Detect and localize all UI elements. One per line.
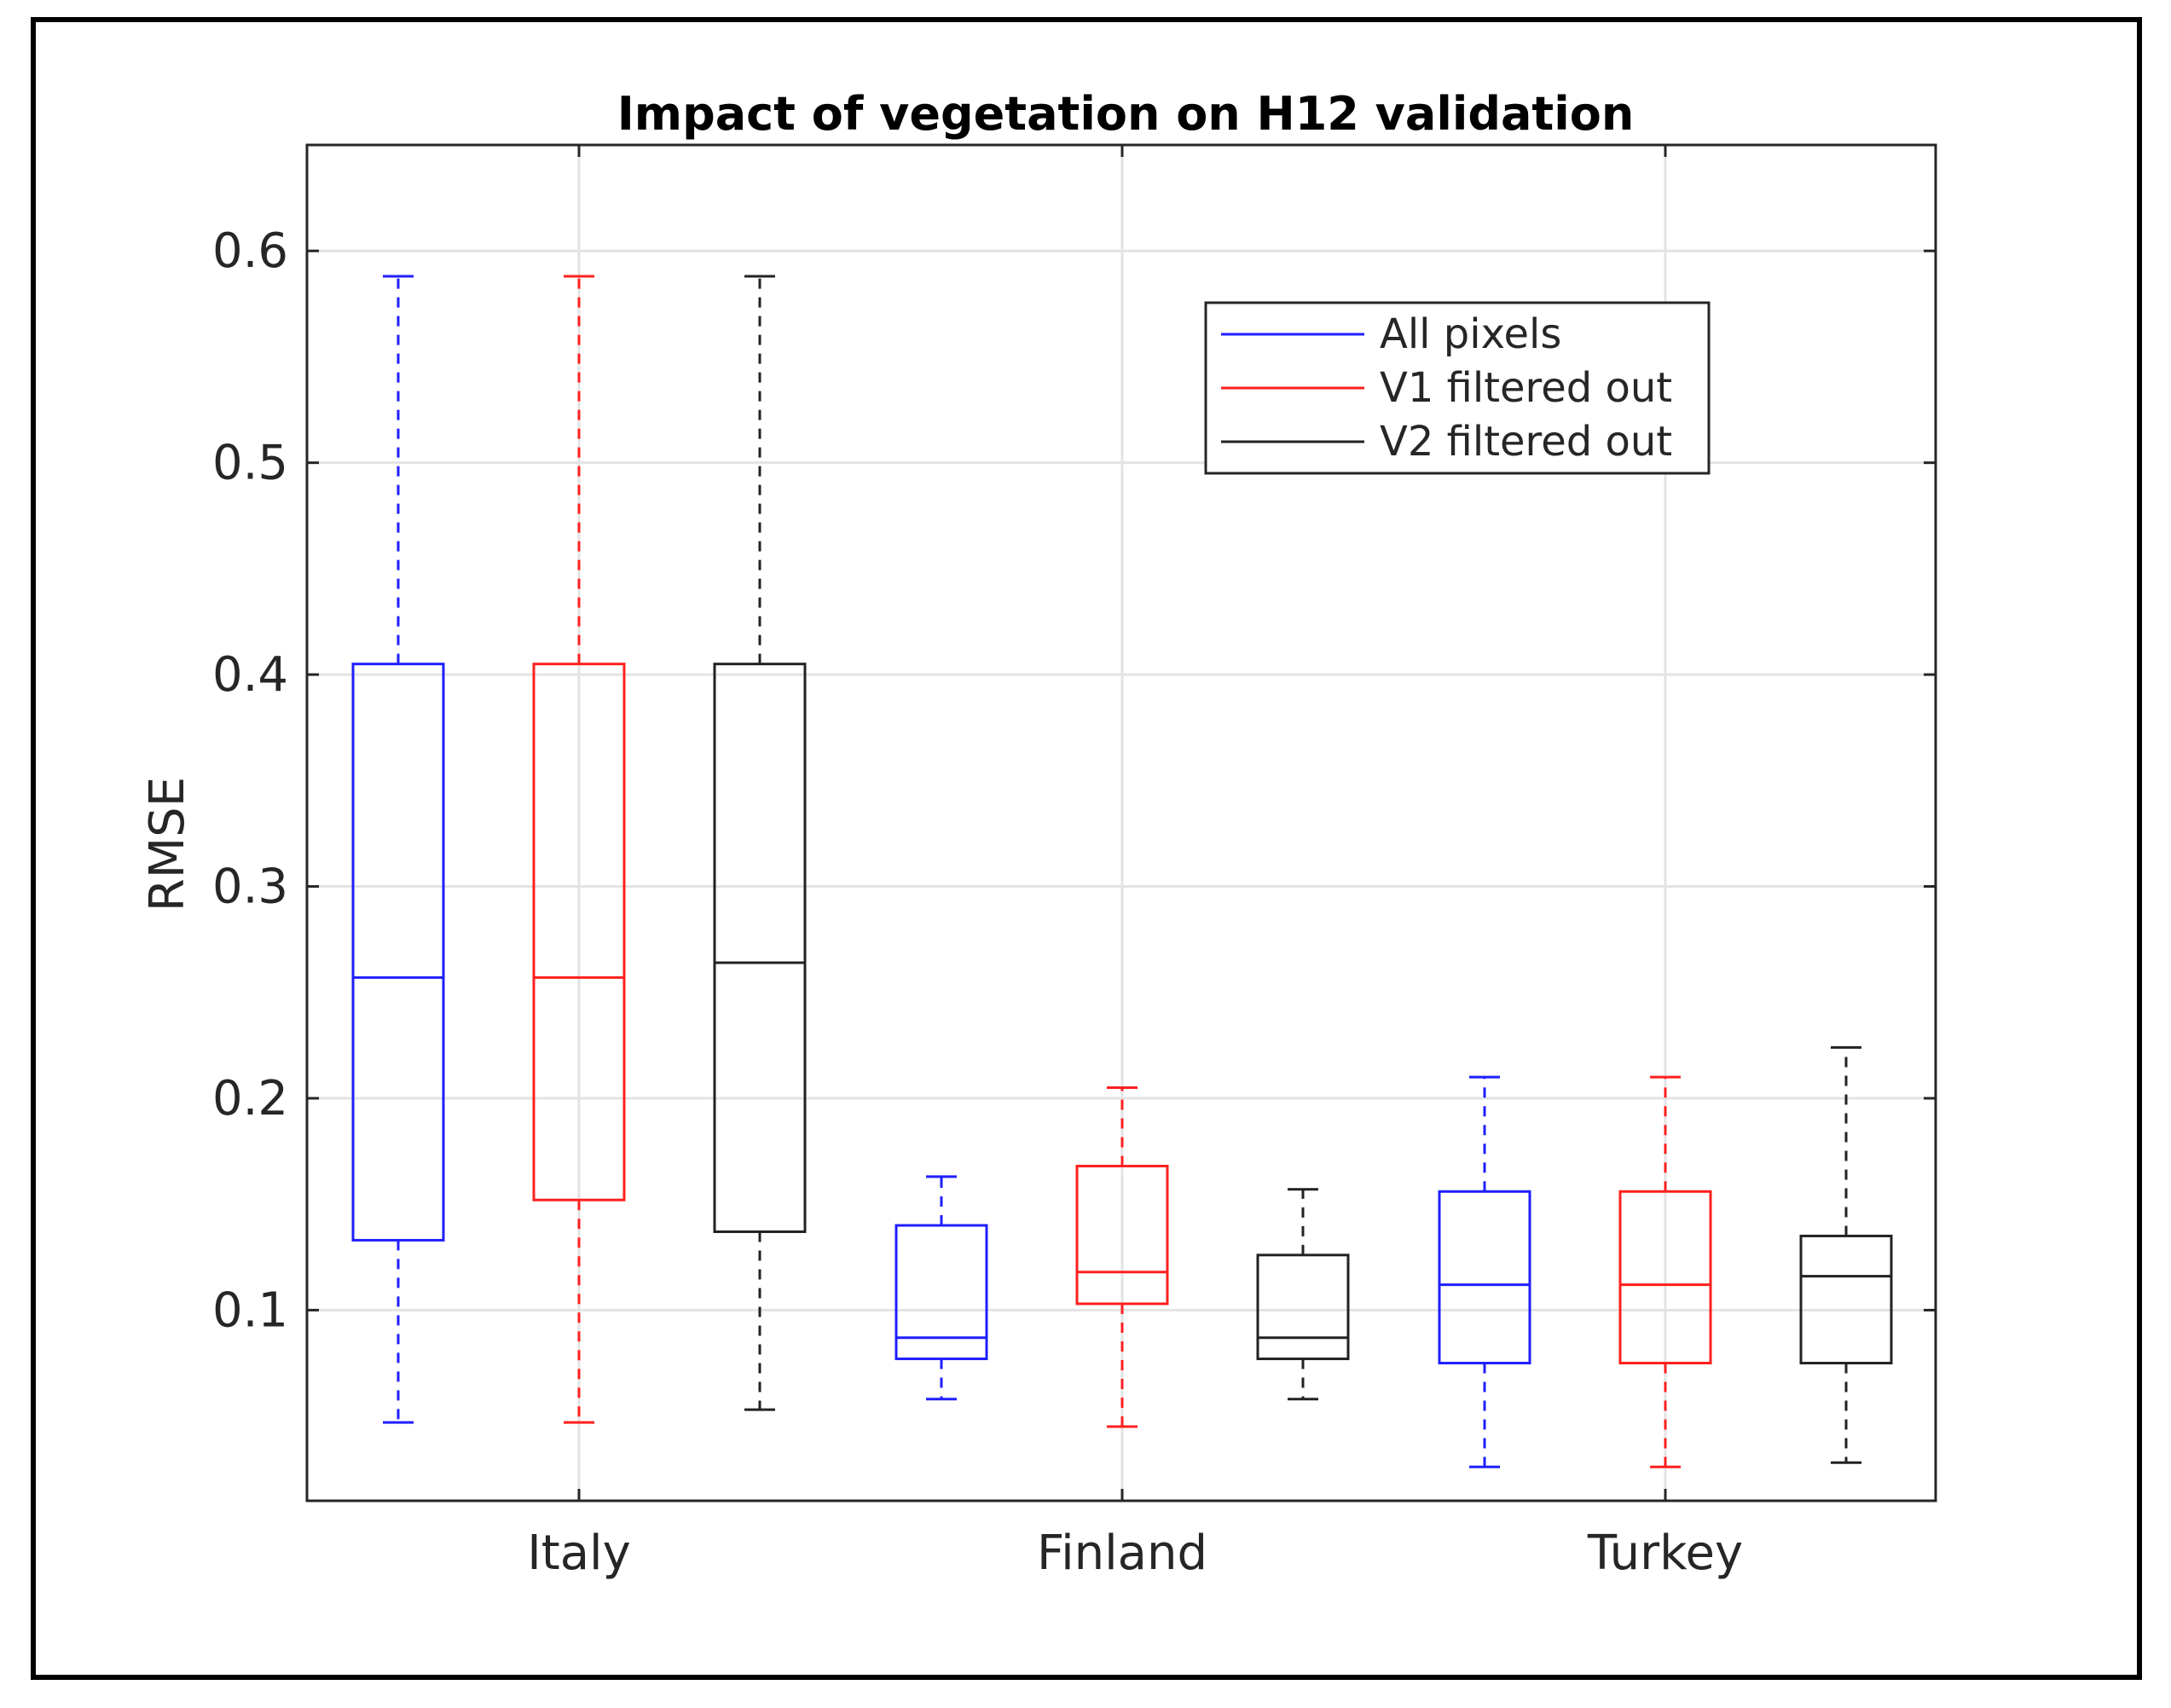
legend: All pixels V1 filtered out V2 filtered o… <box>1204 301 1711 475</box>
x-tick-label: Finland <box>1037 1526 1207 1581</box>
box-italy-series-0 <box>351 275 445 1424</box>
box-turkey-series-1 <box>1618 1075 1712 1468</box>
chart-title: Impact of vegetation on H12 validation <box>617 87 1635 141</box>
figure-frame <box>31 17 2142 1680</box>
iqr-box <box>532 663 626 1201</box>
y-axis-label: RMSE <box>140 777 195 912</box>
boxes <box>351 275 1893 1468</box>
iqr-box <box>1075 1164 1169 1306</box>
box-turkey-series-0 <box>1438 1075 1531 1468</box>
y-tick-label: 0.5 <box>212 436 288 491</box>
y-tick-label: 0.1 <box>212 1282 288 1338</box>
y-tick-label: 0.6 <box>212 223 288 279</box>
axis-ticks: 0.1 0.2 0.3 0.4 0.5 0.6 Italy Finland Turkey <box>212 145 1936 1581</box>
iqr-box <box>1256 1253 1350 1361</box>
x-tick-label: Italy <box>527 1526 631 1581</box>
y-tick-label: 0.2 <box>212 1071 288 1126</box>
legend-label-all-pixels: All pixels <box>1380 310 1561 358</box>
box-turkey-series-2 <box>1799 1045 1893 1464</box>
iqr-box <box>1618 1190 1712 1365</box>
x-tick-label: Turkey <box>1587 1526 1743 1581</box>
iqr-box <box>351 663 445 1242</box>
box-italy-series-1 <box>532 275 626 1424</box>
iqr-box <box>894 1224 988 1361</box>
box-finland-series-2 <box>1256 1188 1350 1401</box>
iqr-box <box>713 663 807 1233</box>
iqr-box <box>1799 1234 1893 1365</box>
iqr-box <box>1438 1190 1531 1365</box>
y-tick-label: 0.4 <box>212 647 288 703</box>
legend-label-v2-filtered-out: V2 filtered out <box>1380 418 1672 466</box>
legend-label-v1-filtered-out: V1 filtered out <box>1380 364 1672 412</box>
box-italy-series-2 <box>713 275 807 1411</box>
box-finland-series-1 <box>1075 1086 1169 1428</box>
box-finland-series-0 <box>894 1175 988 1401</box>
y-tick-label: 0.3 <box>212 860 288 915</box>
